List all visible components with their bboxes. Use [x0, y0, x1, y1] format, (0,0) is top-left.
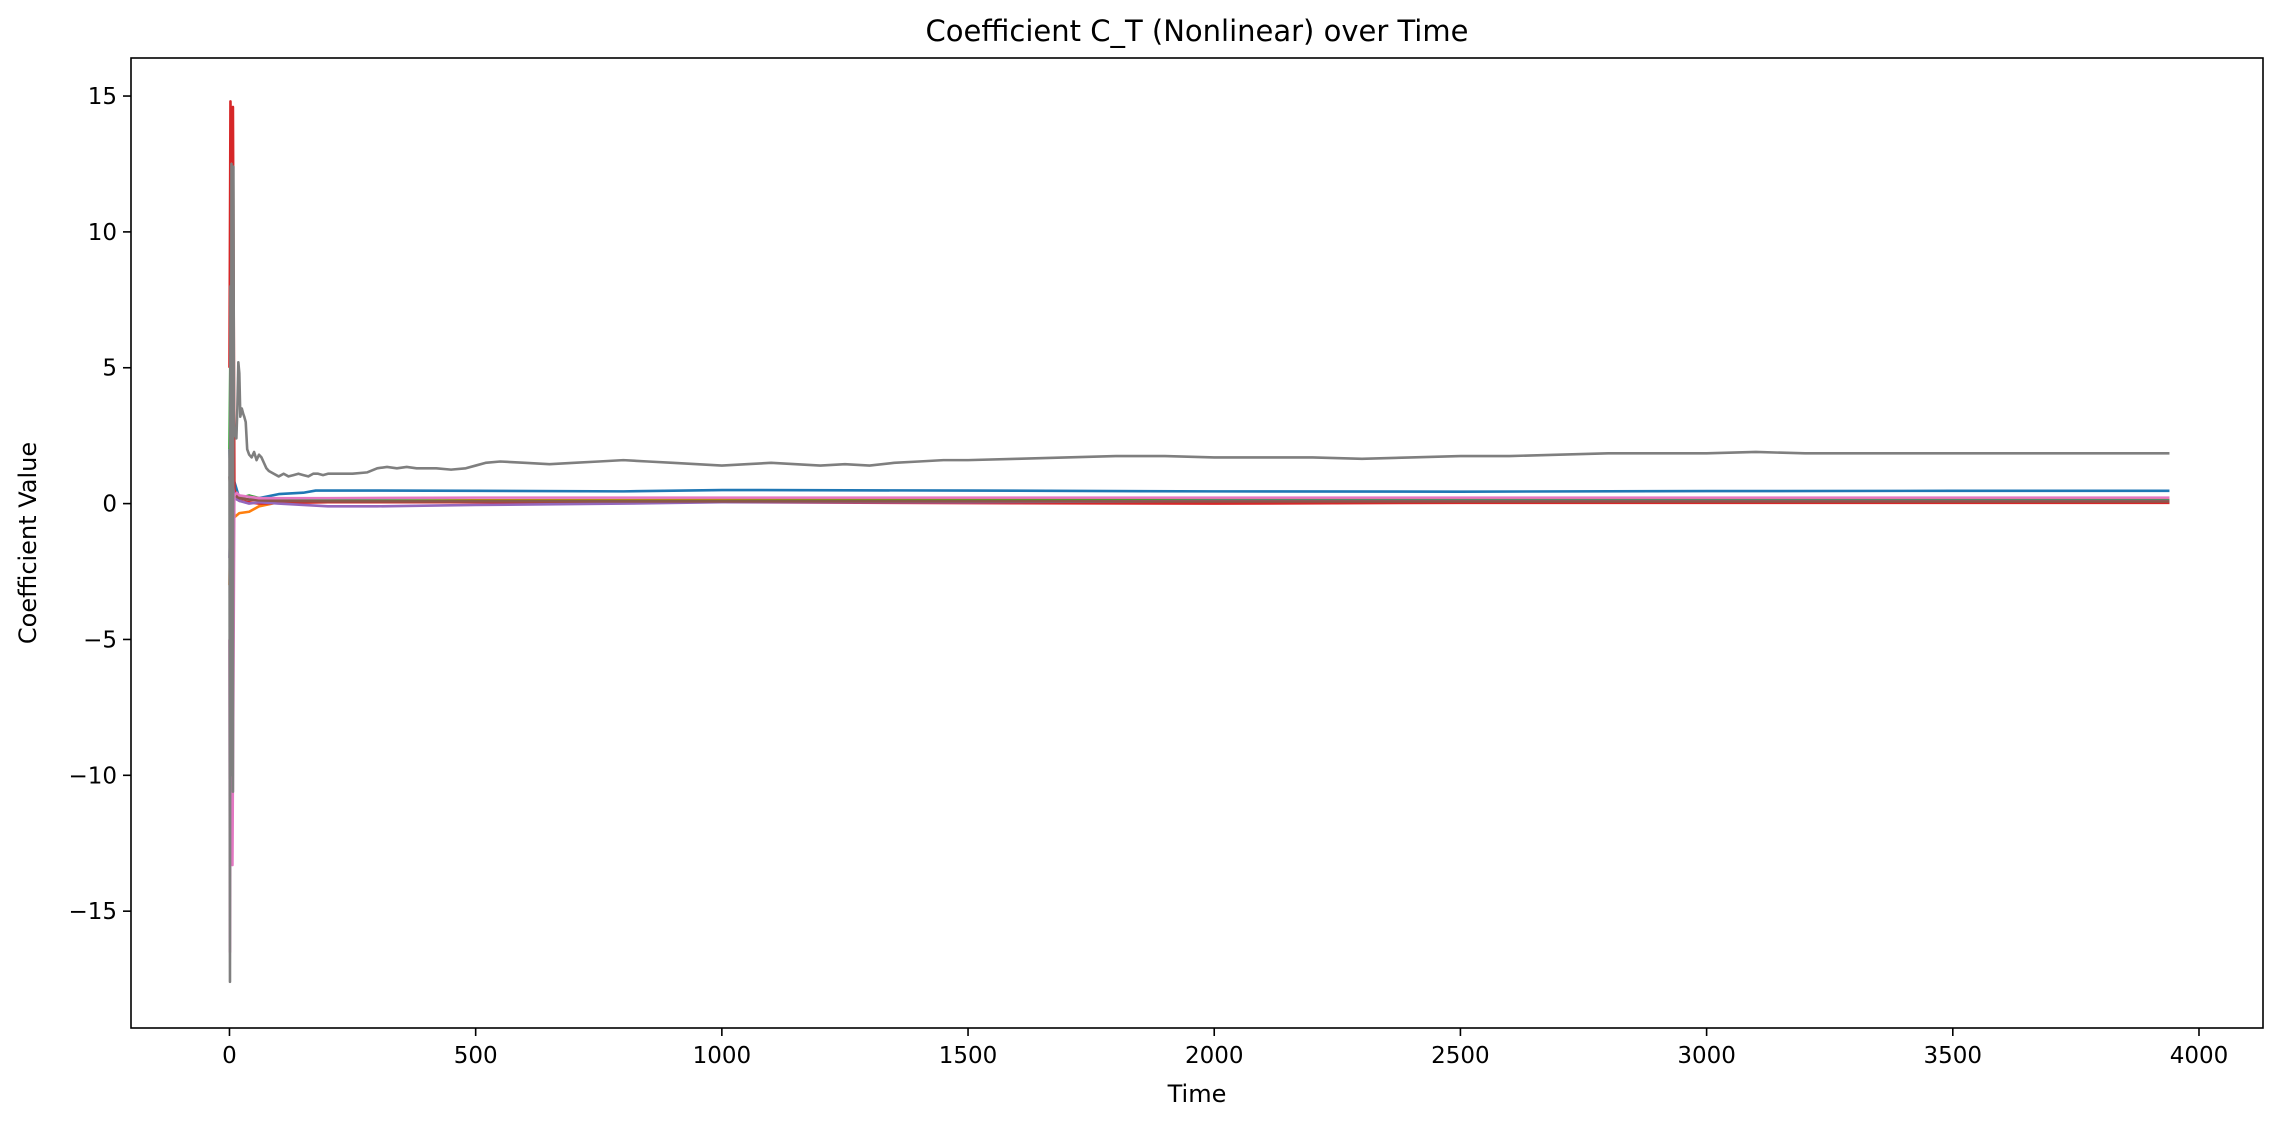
x-tick-label: 500	[454, 1043, 498, 1069]
y-tick-label: 10	[88, 220, 117, 246]
y-axis-label: Coefficient Value	[14, 442, 42, 644]
plot-frame	[130, 57, 2264, 1029]
x-tick-label: 3000	[1677, 1043, 1736, 1069]
y-axis-ticks: −15 −10 −5 0 5 10 15	[68, 84, 131, 925]
y-tick-label: 0	[102, 492, 117, 518]
x-axis-label: Time	[1167, 1080, 1227, 1108]
x-tick-label: 1500	[939, 1043, 998, 1069]
y-tick-label: −15	[68, 899, 117, 925]
y-tick-label: 5	[102, 356, 117, 382]
y-tick-label: −5	[83, 627, 117, 653]
y-tick-label: 15	[88, 84, 117, 110]
series-line-8	[228, 162, 2170, 984]
y-tick-label: −10	[68, 763, 117, 789]
x-tick-label: 2000	[1185, 1043, 1244, 1069]
series-layer	[228, 100, 2170, 984]
x-tick-label: 1000	[693, 1043, 752, 1069]
x-tick-label: 3500	[1924, 1043, 1983, 1069]
chart-title: Coefficient C_T (Nonlinear) over Time	[926, 14, 1469, 48]
x-tick-label: 4000	[2170, 1043, 2229, 1069]
plot-background	[131, 58, 2263, 1028]
x-tick-label: 2500	[1431, 1043, 1490, 1069]
x-axis-ticks: 0 500 1000 1500 2000 2500 3000 3500 4000	[222, 1028, 2228, 1069]
x-tick-label: 0	[222, 1043, 237, 1069]
